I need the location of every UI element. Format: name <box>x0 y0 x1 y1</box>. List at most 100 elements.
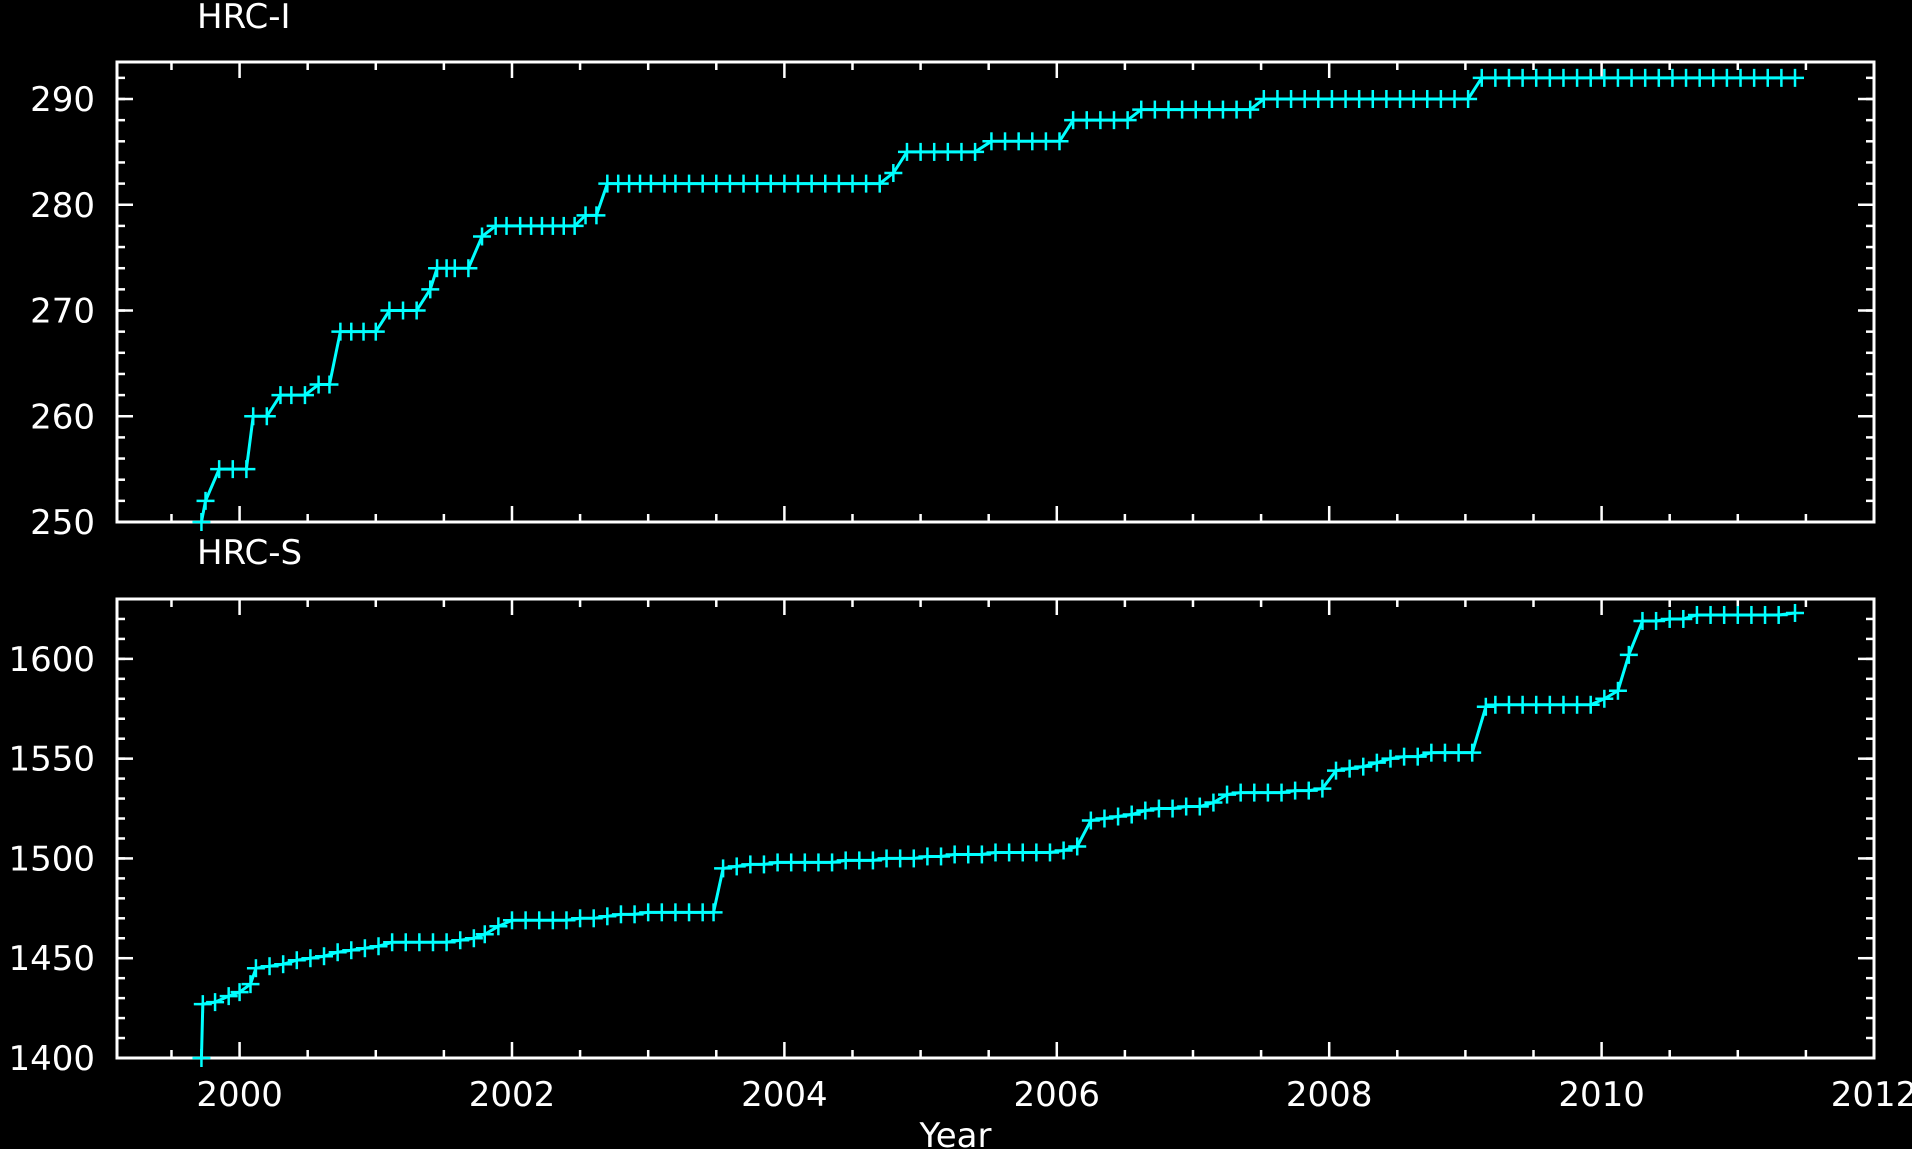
hrc-s-y-tick-label: 1400 <box>8 1039 95 1079</box>
hrc-i-data-point <box>320 375 339 394</box>
hrc-i-data-point <box>966 142 985 161</box>
hrc-s-data-point <box>1122 805 1141 824</box>
hrc-s-data-point <box>625 905 644 924</box>
hrc-s-data-point <box>193 995 212 1014</box>
hrc-i-data-point <box>587 206 606 225</box>
hrc-s-data-point <box>1463 743 1482 762</box>
hrc-s-data-point <box>1619 645 1638 664</box>
hrc-s-data-point <box>1190 797 1209 816</box>
hrc-s-data-point <box>1595 689 1614 708</box>
hrc-i-y-tick-label: 260 <box>30 397 95 437</box>
hrc-s-data-point <box>972 845 991 864</box>
hrc-s-data-point <box>246 959 265 978</box>
hrc-i-data-point <box>565 216 584 235</box>
hrc-i-data-point <box>473 227 492 246</box>
hrc-s-data-point <box>1608 681 1627 700</box>
hrc-s-data-point <box>1095 809 1114 828</box>
hrc-s-data-point <box>206 993 225 1012</box>
hrc-s-data-point <box>1054 841 1073 860</box>
hrc-s-data-point <box>260 957 279 976</box>
hrc-s-data-point <box>557 911 576 930</box>
hrc-i-data-point <box>366 322 385 341</box>
hrc-s-x-axis-label: Year <box>919 1116 992 1149</box>
hrc-i-data-point <box>196 491 215 510</box>
hrc-s-data-point <box>355 939 374 958</box>
hrc-s-data-point <box>598 907 617 926</box>
hrc-s-plot-frame <box>115 597 1876 1060</box>
hrc-s-data-point <box>1136 801 1155 820</box>
hrc-i-data-point <box>1459 90 1478 109</box>
hrc-s-data-point <box>274 955 293 974</box>
hrc-s-data-point <box>904 849 923 868</box>
hrc-s-y-tick-label: 1600 <box>8 640 95 680</box>
hrc-s-data-point <box>328 943 347 962</box>
hrc-i-data-point <box>295 386 314 405</box>
hrc-i-y-tick-label: 280 <box>30 186 95 226</box>
hrc-s-data-point <box>932 847 951 866</box>
hrc-s-x-tick-label: 2002 <box>469 1075 556 1115</box>
hrc-s-data-point <box>315 947 334 966</box>
hrc-s-data-point <box>1647 611 1666 630</box>
hrc-s-data-point <box>301 949 320 968</box>
hrc-s-data-point <box>1581 695 1600 714</box>
hrc-s-data-point <box>754 855 773 874</box>
hrc-i-data-point <box>192 513 211 531</box>
hrc-s-data-point <box>437 933 456 952</box>
hrc-s-data-point <box>1769 605 1788 624</box>
hrc-i-data-point <box>1241 100 1260 119</box>
hrc-i-data-point <box>459 259 478 278</box>
hrc-s-data-point <box>287 951 306 970</box>
hrc-i-data-point <box>884 164 903 183</box>
hrc-s-data-point <box>369 937 388 956</box>
hrc-s-y-tick-label: 1450 <box>8 939 95 979</box>
hrc-s-data-point <box>464 929 483 948</box>
hrc-s-data-point <box>1313 779 1332 798</box>
hrc-s-data-point <box>1272 783 1291 802</box>
hrc-s-data-point <box>1476 697 1495 716</box>
hrc-s-data-point <box>704 903 723 922</box>
hrc-s-y-tick-label: 1550 <box>8 740 95 780</box>
hrc-s-data-point <box>1204 793 1223 812</box>
hrc-s-series-line <box>199 611 1796 1059</box>
hrc-i-series-line <box>199 76 1796 523</box>
hrc-s-data-point <box>823 853 842 872</box>
hrc-s-x-tick-label: 2000 <box>196 1075 283 1115</box>
hrc-s-data-point <box>241 975 260 994</box>
hrc-i-data-point <box>421 280 440 299</box>
hrc-s-data-point <box>1408 747 1427 766</box>
hrc-s-data-point <box>1299 781 1318 800</box>
hrc-s-data-point <box>863 851 882 870</box>
hrc-s-data-point <box>451 931 470 950</box>
hrc-s-y-tick-label: 1500 <box>8 839 95 879</box>
hrc-i-y-tick-label: 270 <box>30 292 95 332</box>
hrc-s-x-tick-label: 2004 <box>741 1075 828 1115</box>
hrc-s-data-point <box>1068 837 1087 856</box>
hrc-s-data-point <box>1218 785 1237 804</box>
hrc-s-data-point <box>1367 753 1386 772</box>
hrc-i-plot-frame <box>115 60 1876 524</box>
hrc-s-data-point <box>219 987 238 1006</box>
hrc-i-data-point <box>257 407 276 426</box>
hrc-s-data-point <box>342 941 361 960</box>
hrc-s-data-point <box>192 1049 211 1067</box>
hrc-s-data-point <box>1040 843 1059 862</box>
hrc-s-data-point <box>1163 799 1182 818</box>
hrc-s-panel-title: HRC-S <box>197 533 302 573</box>
hrc-s-x-tick-label: 2012 <box>1831 1075 1912 1115</box>
hrc-s-data-point <box>230 983 249 1002</box>
hrc-i-data-point <box>1050 132 1069 151</box>
hrc-s-data-point <box>489 917 508 936</box>
hrc-i-data-point <box>237 460 256 479</box>
hrc-s-data-point <box>1081 811 1100 830</box>
hrc-s-data-point <box>1340 759 1359 778</box>
hrc-s-x-tick-label: 2008 <box>1286 1075 1373 1115</box>
hrc-i-data-point <box>1118 111 1137 130</box>
hrc-i-data-point <box>1786 68 1805 87</box>
hrc-s-data-point <box>1381 749 1400 768</box>
hrc-s-data-point <box>1674 609 1693 628</box>
hrc-s-data-point <box>475 925 494 944</box>
hrc-s-data-point <box>584 909 603 928</box>
hrc-s-data-point <box>1354 757 1373 776</box>
hrc-s-x-tick-label: 2010 <box>1558 1075 1645 1115</box>
